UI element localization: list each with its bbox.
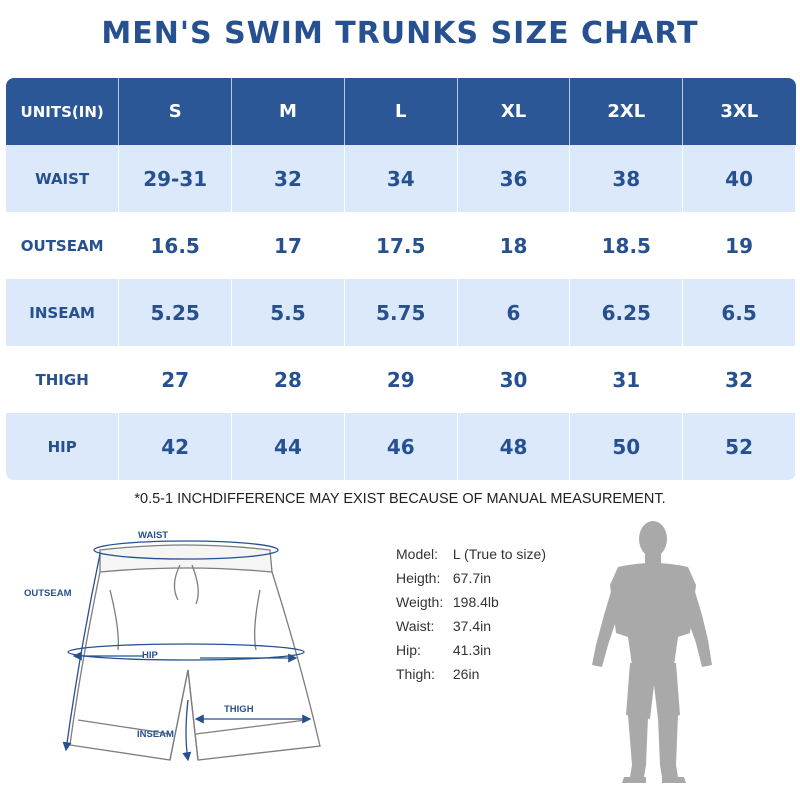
table-cell: 40 <box>682 145 796 212</box>
header-size-m: M <box>231 78 345 145</box>
header-size-2xl: 2XL <box>569 78 684 145</box>
measurement-note: *0.5-1 INCHDIFFERENCE MAY EXIST BECAUSE … <box>134 491 666 507</box>
model-weight-key: Weigth: <box>396 594 444 610</box>
table-cell: 19 <box>682 212 796 279</box>
table-cell: 48 <box>457 413 571 480</box>
table-cell: 30 <box>457 346 571 413</box>
table-cell: 50 <box>569 413 684 480</box>
table-cell: 18.5 <box>569 212 684 279</box>
size-table: UNITS(IN) S M L XL 2XL 3XL WAIST 29-31 3… <box>6 78 796 480</box>
table-cell: 6.25 <box>569 279 684 346</box>
table-cell: 29-31 <box>118 145 233 212</box>
table-cell: 32 <box>231 145 345 212</box>
model-weight-row: Weigth: 198.4lb <box>396 592 546 616</box>
chart-title: MEN'S SWIM TRUNKS SIZE CHART <box>101 16 699 51</box>
model-height-row: Heigth: 67.7in <box>396 568 546 592</box>
hip-label: HIP <box>142 650 159 661</box>
model-height-value: 67.7in <box>452 570 492 586</box>
row-label: THIGH <box>6 346 120 413</box>
model-info: Model: L (True to size) Heigth: 67.7in W… <box>396 544 546 688</box>
shorts-outline <box>69 544 321 761</box>
model-height-key: Heigth: <box>396 570 441 586</box>
model-silhouette-icon <box>592 521 712 783</box>
size-table-header-row: UNITS(IN) S M L XL 2XL 3XL <box>6 78 796 145</box>
header-size-s: S <box>118 78 233 145</box>
header-size-l: L <box>344 78 458 145</box>
table-row-waist: WAIST 29-31 32 34 36 38 40 <box>6 145 796 212</box>
table-cell: 17 <box>231 212 345 279</box>
table-cell: 6.5 <box>682 279 796 346</box>
table-row-outseam: OUTSEAM 16.5 17 17.5 18 18.5 19 <box>6 212 796 279</box>
table-cell: 16.5 <box>118 212 233 279</box>
table-cell: 32 <box>682 346 796 413</box>
model-size-row: Model: L (True to size) <box>396 544 546 568</box>
table-cell: 27 <box>118 346 233 413</box>
row-label: WAIST <box>6 145 120 212</box>
thigh-label: THIGH <box>224 704 254 715</box>
model-thigh-row: Thigh: 26in <box>396 664 546 688</box>
table-cell: 5.25 <box>118 279 233 346</box>
outseam-label: OUTSEAM <box>24 588 72 599</box>
model-hip-row: Hip: 41.3in <box>396 640 546 664</box>
row-label: HIP <box>6 413 120 480</box>
table-cell: 36 <box>457 145 571 212</box>
table-cell: 46 <box>344 413 458 480</box>
model-size-value: L (True to size) <box>452 546 546 562</box>
model-waist-row: Waist: 37.4in <box>396 616 546 640</box>
model-hip-value: 41.3in <box>452 642 492 658</box>
table-cell: 6 <box>457 279 571 346</box>
table-cell: 18 <box>457 212 571 279</box>
header-size-xl: XL <box>457 78 571 145</box>
model-thigh-key: Thigh: <box>396 666 435 682</box>
table-row-hip: HIP 42 44 46 48 50 52 <box>6 413 796 480</box>
table-cell: 52 <box>682 413 796 480</box>
table-cell: 38 <box>569 145 684 212</box>
table-cell: 29 <box>344 346 458 413</box>
header-size-3xl: 3XL <box>682 78 796 145</box>
table-row-inseam: INSEAM 5.25 5.5 5.75 6 6.25 6.5 <box>6 279 796 346</box>
table-cell: 42 <box>118 413 233 480</box>
shorts-diagram: WAIST OUTSEAM HIP THIGH INSEAM <box>24 530 321 762</box>
model-size-key: Model: <box>396 546 439 562</box>
table-cell: 31 <box>569 346 684 413</box>
row-label: INSEAM <box>6 279 120 346</box>
inseam-label: INSEAM <box>137 729 174 740</box>
model-waist-key: Waist: <box>396 618 435 634</box>
model-weight-value: 198.4lb <box>452 594 499 610</box>
waist-label: WAIST <box>138 530 168 541</box>
model-waist-value: 37.4in <box>452 618 492 634</box>
table-cell: 34 <box>344 145 458 212</box>
table-cell: 5.5 <box>231 279 345 346</box>
model-thigh-value: 26in <box>452 666 480 682</box>
table-row-thigh: THIGH 27 28 29 30 31 32 <box>6 346 796 413</box>
table-cell: 28 <box>231 346 345 413</box>
row-label: OUTSEAM <box>6 212 120 279</box>
table-cell: 5.75 <box>344 279 458 346</box>
table-cell: 44 <box>231 413 345 480</box>
table-cell: 17.5 <box>344 212 458 279</box>
model-hip-key: Hip: <box>396 642 421 658</box>
header-units: UNITS(IN) <box>6 78 120 145</box>
